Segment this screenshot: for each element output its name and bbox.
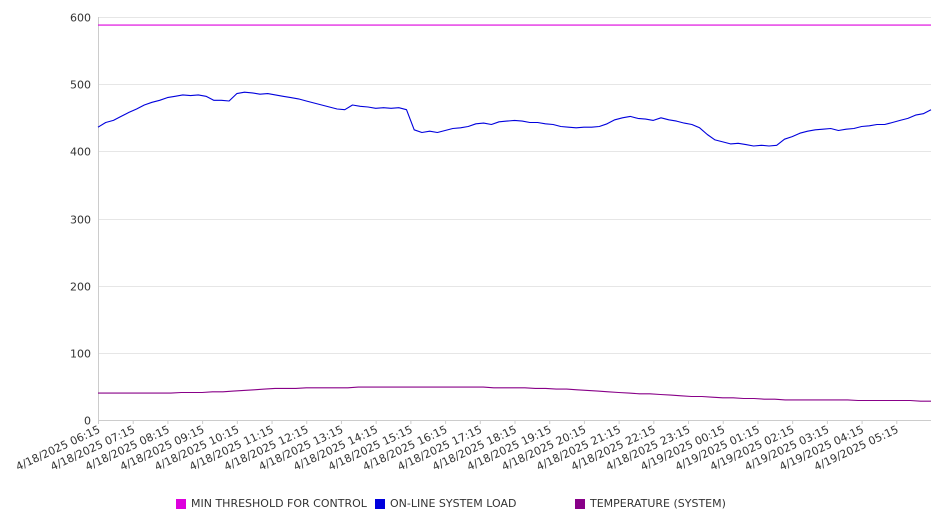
y-tick-label: 600 [70,12,91,25]
legend-item-system-load[interactable]: ON-LINE SYSTEM LOAD [375,497,516,510]
legend-label-system-load: ON-LINE SYSTEM LOAD [390,497,517,510]
y-tick-labels: 0 100 200 300 400 500 600 [70,12,91,428]
axes [98,17,931,424]
series-line-on-line-system-load [97,91,932,147]
legend-label-min-threshold: MIN THRESHOLD FOR CONTROL [191,497,367,510]
legend-swatch-system-load [375,498,385,509]
y-tick-label: 200 [70,281,91,294]
y-tick-label: 0 [84,415,91,428]
legend-item-temperature[interactable]: TEMPERATURE (SYSTEM) [575,497,726,510]
legend-swatch-temperature [575,498,585,509]
legend-label-temperature: TEMPERATURE (SYSTEM) [590,497,726,510]
x-tick-labels: 4/18/2025 06:154/18/2025 07:154/18/2025 … [14,423,901,473]
legend-item-min-threshold[interactable]: MIN THRESHOLD FOR CONTROL [176,497,367,510]
grid-lines [98,17,931,354]
y-tick-label: 400 [70,146,91,159]
y-tick-label: 500 [70,79,91,92]
y-tick-label: 300 [70,214,91,227]
series-lines [97,24,932,402]
series-line-temperature-system [98,386,931,402]
legend-swatch-min-threshold [176,498,186,509]
legend: MIN THRESHOLD FOR CONTROL ON-LINE SYSTEM… [0,497,946,515]
y-tick-label: 100 [70,348,91,361]
